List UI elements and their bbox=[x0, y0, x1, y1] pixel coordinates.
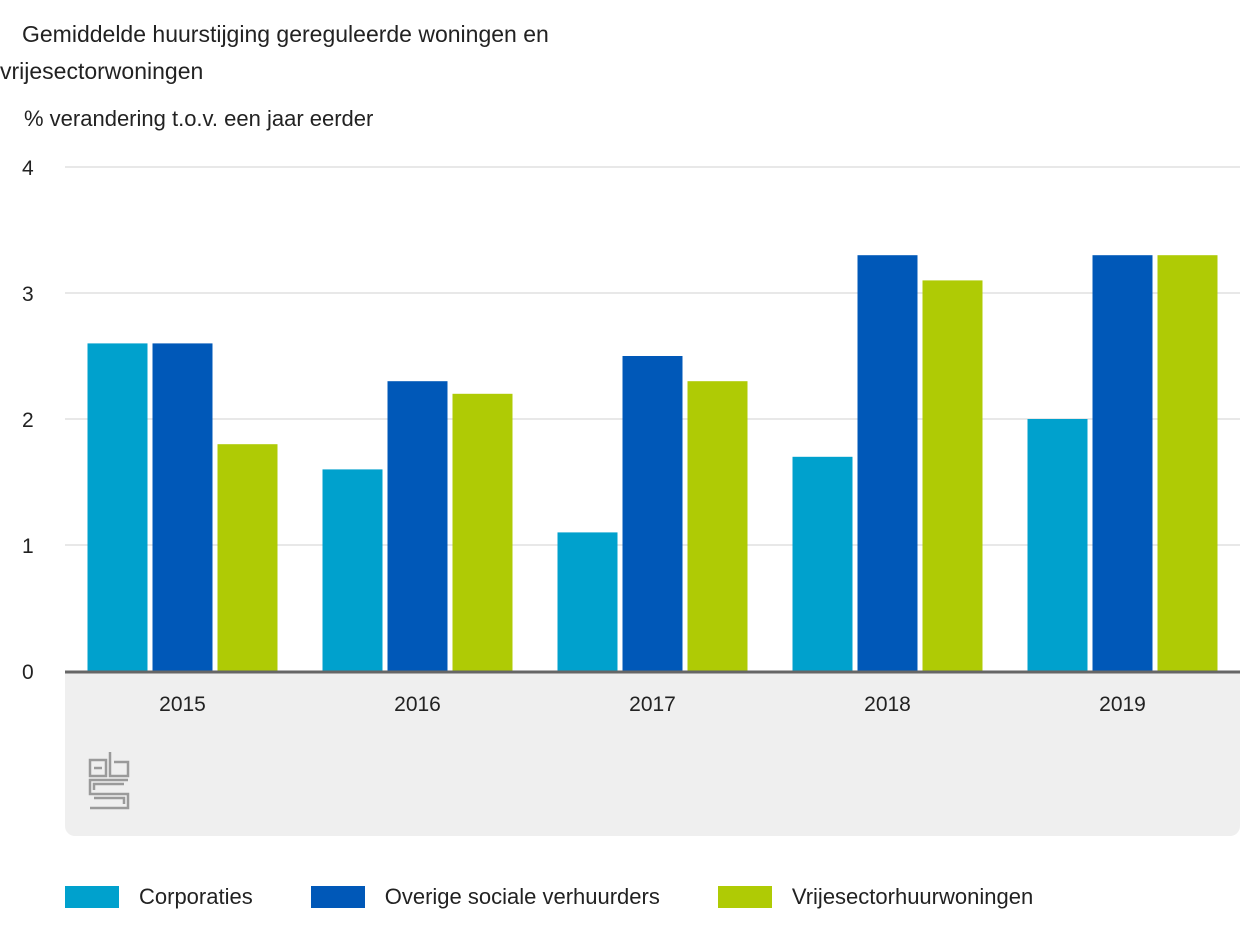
y-tick-label: 3 bbox=[22, 283, 34, 306]
bar bbox=[922, 280, 983, 671]
bar bbox=[1157, 255, 1218, 671]
legend-label: Overige sociale verhuurders bbox=[384, 884, 660, 909]
legend: Corporaties Overige sociale verhuurders Vr… bbox=[65, 884, 1091, 910]
x-tick-label: 2016 bbox=[394, 693, 441, 716]
legend-swatch bbox=[717, 886, 772, 908]
x-tick-label: 2015 bbox=[159, 693, 206, 716]
bar bbox=[452, 393, 513, 671]
x-axis-band-top bbox=[65, 671, 1240, 683]
bar bbox=[217, 444, 278, 671]
cbs-logo bbox=[88, 750, 130, 817]
bar bbox=[152, 343, 213, 671]
x-tick-label: 2017 bbox=[629, 693, 676, 716]
y-tick-label: 0 bbox=[22, 661, 34, 684]
bar bbox=[87, 343, 148, 671]
legend-swatch bbox=[310, 886, 365, 908]
y-tick-label: 2 bbox=[22, 409, 34, 432]
bar bbox=[792, 456, 853, 671]
legend-item[interactable]: Corporaties bbox=[65, 884, 253, 910]
bar-chart: 0 1 2 3 4 2015 2016 2017 2018 2019 bbox=[22, 157, 1240, 836]
bar bbox=[1092, 255, 1153, 671]
y-tick-label: 4 bbox=[22, 157, 34, 180]
x-tick-label: 2019 bbox=[1099, 693, 1146, 716]
bar bbox=[622, 356, 683, 671]
y-axis-label: % verandering t.o.v. een jaar eerder bbox=[24, 106, 374, 131]
bar bbox=[557, 532, 618, 671]
legend-item[interactable]: Vrijesectorhuurwoningen bbox=[717, 884, 1034, 910]
x-axis-band bbox=[65, 671, 1240, 836]
legend-swatch bbox=[65, 886, 119, 908]
legend-item[interactable]: Overige sociale verhuurders bbox=[310, 884, 660, 910]
y-tick-label: 1 bbox=[22, 535, 34, 558]
bar bbox=[687, 381, 748, 671]
x-tick-label: 2018 bbox=[864, 693, 911, 716]
legend-label: Corporaties bbox=[139, 884, 253, 909]
chart-title-line-2: vrijesectorwoningen bbox=[0, 58, 204, 84]
bar bbox=[387, 381, 448, 671]
legend-label: Vrijesectorhuurwoningen bbox=[791, 884, 1034, 909]
chart-title: Gemiddelde huurstijging gereguleerde won… bbox=[0, 16, 700, 90]
bar bbox=[322, 469, 383, 671]
bar bbox=[857, 255, 918, 671]
bar bbox=[1027, 419, 1088, 671]
chart-title-line-1: Gemiddelde huurstijging gereguleerde won… bbox=[22, 21, 549, 47]
